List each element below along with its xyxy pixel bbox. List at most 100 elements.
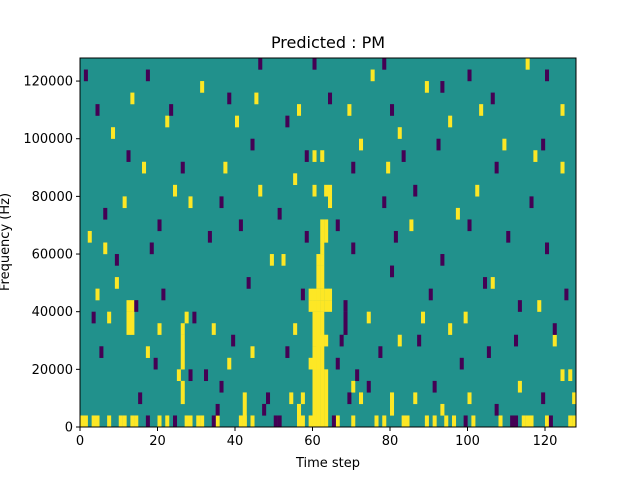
heatmap-cell-high: [130, 415, 135, 428]
heatmap-cell-low: [250, 138, 255, 151]
heatmap-cell-high: [324, 403, 329, 428]
heatmap-cell-low: [436, 138, 441, 151]
heatmap-cell-low: [285, 346, 290, 358]
y-axis: 0 20000 40000 60000 80000 100000 120000: [23, 75, 80, 436]
heatmap-cell-high: [560, 104, 565, 116]
heatmap-cell-high: [297, 403, 302, 416]
heatmap-cell-low: [440, 254, 445, 266]
heatmap-cell-high: [525, 415, 530, 428]
heatmap-cell-high: [320, 300, 325, 312]
heatmap-cell-high: [455, 207, 460, 220]
heatmap-cell-low: [145, 415, 150, 428]
heatmap-cell-low: [413, 184, 418, 197]
heatmap-cell-low: [382, 58, 387, 70]
heatmap-cell-high: [188, 196, 193, 209]
heatmap-cell-high: [316, 369, 321, 405]
heatmap-cell-low: [149, 242, 154, 255]
heatmap-cell-high: [184, 311, 189, 324]
heatmap-cell-low: [486, 346, 491, 358]
heatmap-cell-high: [211, 323, 216, 335]
heatmap-cell-low: [432, 380, 437, 393]
heatmap-cell-low: [153, 357, 158, 370]
heatmap-cell-low: [215, 403, 220, 416]
heatmap-cell-low: [192, 311, 197, 324]
heatmap-cell-low: [312, 58, 317, 70]
heatmap-cell-high: [235, 115, 240, 128]
heatmap-cell-low: [277, 207, 282, 220]
heatmap-cell-high: [308, 300, 313, 312]
heatmap-cell-high: [300, 415, 305, 428]
heatmap-cell-high: [297, 415, 302, 428]
heatmap-cell-low: [114, 254, 119, 266]
heatmap-cell-high: [173, 184, 178, 197]
heatmap-cell-high: [328, 184, 333, 197]
heatmap-cell-high: [281, 254, 286, 266]
x-tick-label: 80: [382, 434, 399, 449]
heatmap-cell-high: [324, 184, 329, 197]
heatmap-cell-low: [91, 311, 96, 324]
heatmap-cell-high: [382, 415, 387, 428]
plot-frame: [79, 57, 577, 428]
heatmap-cell-high: [180, 380, 185, 405]
heatmap-cell-high: [165, 115, 170, 128]
heatmap-cell-low: [173, 415, 178, 428]
heatmap-cell-low: [145, 69, 150, 82]
heatmap-cell-high: [87, 230, 92, 243]
heatmap-cell-low: [545, 69, 550, 82]
heatmap-cell-high: [572, 392, 577, 405]
heatmap-cell-low: [204, 369, 209, 382]
x-tick-label: 20: [149, 434, 166, 449]
heatmap-cell-high: [126, 300, 131, 312]
heatmap-cell-high: [242, 392, 247, 428]
y-tick-label: 80000: [32, 190, 73, 205]
heatmap-cell-high: [324, 334, 329, 347]
heatmap-cell-low: [134, 300, 139, 312]
heatmap-cell-high: [320, 230, 325, 243]
heatmap-cell-high: [537, 300, 542, 312]
heatmap-cell-low: [541, 392, 546, 405]
heatmap-cell-high: [308, 357, 313, 370]
heatmap-cell-high: [444, 415, 449, 428]
heatmap-cell-high: [250, 346, 255, 358]
heatmap-cell-high: [568, 415, 573, 428]
heatmap-cell-low: [514, 415, 519, 428]
heatmap-cell-high: [130, 300, 135, 312]
heatmap-cell-high: [374, 415, 379, 428]
heatmap-cell-high: [432, 415, 437, 428]
heatmap-cell-high: [463, 311, 468, 324]
heatmap-cell-low: [335, 357, 340, 370]
heatmap-cell-high: [107, 311, 112, 324]
heatmap-cell-high: [122, 415, 127, 428]
heatmap-cell-low: [258, 58, 263, 70]
heatmap-cell-high: [254, 92, 259, 105]
heatmap-cell-low: [351, 242, 356, 255]
heatmap-cell-high: [366, 311, 371, 324]
heatmap-cell-low: [231, 334, 236, 347]
heatmap-cell-low: [238, 219, 243, 232]
heatmap-cell-high: [452, 415, 457, 428]
heatmap-cell-low: [285, 115, 290, 128]
heatmap-cell-high: [289, 392, 294, 405]
heatmap-cell-high: [401, 415, 406, 428]
heatmap-cell-high: [80, 415, 85, 428]
heatmap-cell-high: [525, 58, 530, 70]
heatmap-cell-low: [490, 92, 495, 105]
heatmap-cell-low: [339, 334, 344, 347]
heatmap-cell-high: [320, 403, 325, 428]
chart-title: Predicted : PM: [271, 33, 385, 52]
heatmap-cell-low: [328, 92, 333, 105]
heatmap-cell-high: [448, 323, 453, 335]
heatmap-cell-high: [324, 369, 329, 405]
heatmap-cell-low: [304, 150, 309, 162]
heatmap-cell-high: [440, 403, 445, 416]
heatmap-cell-low: [99, 346, 104, 358]
heatmap-cell-high: [320, 288, 325, 301]
heatmap-cell-high: [312, 403, 317, 428]
heatmap-cell-high: [130, 311, 135, 335]
heatmap-cell-high: [471, 415, 476, 428]
heatmap-cell-high: [238, 415, 243, 428]
heatmap-cell-low: [347, 392, 352, 405]
heatmap-cell-low: [335, 219, 340, 232]
y-tick-label: 40000: [32, 305, 73, 320]
